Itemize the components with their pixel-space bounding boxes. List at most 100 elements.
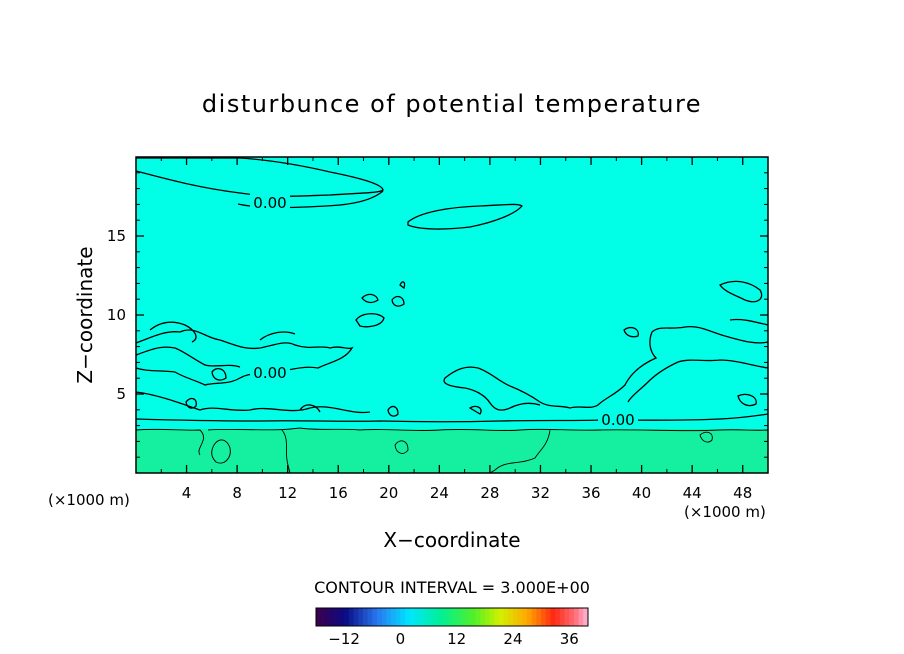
colorbar-cell [358,608,364,626]
colorbar-cell [550,608,556,626]
colorbar-cell [517,608,523,626]
x-tick-label: 44 [683,484,702,502]
colorbar-cell [442,608,448,626]
colorbar-tick-label: 0 [396,630,406,648]
contour-line [468,405,482,415]
contour-line [394,440,409,454]
contour-line [489,429,551,474]
contour-line [135,427,769,456]
contour-line [281,429,291,474]
colorbar-cell [339,608,345,626]
colorbar-cell [475,608,481,626]
chart-title: disturbunce of potential temperature [202,90,702,118]
colorbar-cell [484,608,491,626]
colorbar-cell [400,608,406,626]
contour-line [259,331,296,341]
contour-line [135,329,354,386]
colorbar-cell [414,608,420,626]
field-lower [136,429,768,473]
contour-line [185,397,197,409]
colorbar-cell [423,608,430,626]
colorbar-cell [494,608,500,626]
x-tick-label: 20 [379,484,398,502]
contour-line [361,293,379,304]
colorbar-cell [353,608,359,626]
colorbar-cell [367,608,373,626]
colorbar-cell [480,608,486,626]
contour-line [623,326,639,338]
y-tick-label: 5 [116,385,126,403]
x-tick-label: 24 [430,484,449,502]
colorbar-cell [522,608,528,626]
colorbar-cell [512,608,519,626]
contour-line [391,295,405,307]
colorbar-cell [545,608,551,626]
x-unit-right: (×1000 m) [684,503,766,521]
contour-line [135,413,769,423]
colorbar-cell [503,608,509,626]
contour-line [407,203,523,230]
contour-line [719,280,763,303]
contour-lines [135,157,769,474]
colorbar-cell [569,608,575,626]
contour-line [135,391,371,414]
colorbar-cell [564,608,570,626]
colorbar-cell [527,608,533,626]
colorbar-cell [433,608,439,626]
contour-line [627,359,769,403]
plot-area: 0.00 0.00 0.00 [135,156,769,474]
colorbar-cell [541,608,547,626]
colorbar-cell [456,608,462,626]
contour-line [135,157,384,197]
colorbar-cell [466,608,472,626]
contour-interval-label: CONTOUR INTERVAL = 3.000E+00 [314,578,590,597]
y-axis: 5 10 15 [107,172,768,458]
contour-line [737,393,757,407]
colorbar-cell [409,608,415,626]
x-tick-label: 32 [531,484,550,502]
colorbar-cell [362,608,369,626]
x-tick-label: 16 [329,484,348,502]
colorbar-cell [536,608,542,626]
colorbar-cell [508,608,514,626]
colorbar-cell [461,608,467,626]
contour-line [135,346,241,368]
contour-level-labels: 0.00 0.00 0.00 [250,192,638,429]
x-tick-label: 28 [480,484,499,502]
colorbar-cell [395,608,401,626]
colorbar-cell [578,608,584,626]
x-unit-left: (×1000 m) [48,491,130,509]
colorbar-cell [372,608,378,626]
colorbar-cell [559,608,566,626]
x-tick-label: 48 [733,484,752,502]
colorbar-cell [583,608,589,626]
colorbar-cell [386,608,392,626]
x-tick-label: 4 [182,484,192,502]
contour-line [149,321,197,343]
colorbar-cell [419,608,425,626]
contour-label: 0.00 [601,411,634,429]
colorbar-cell [573,608,580,626]
contour-label: 0.00 [253,194,286,212]
colorbar-cell [348,608,355,626]
colorbar-tick-label: −12 [328,630,360,648]
colorbar-frame [315,607,589,627]
colorbar-cell [391,608,397,626]
colorbar-cell [320,608,326,626]
contour-line [399,281,406,290]
contour-line [387,405,399,417]
contour-line [443,325,769,411]
x-tick-label: 40 [632,484,651,502]
colorbar-tick-label: 36 [560,630,579,648]
contour-line [729,318,769,326]
colorbar-cell [531,608,537,626]
x-tick-label: 8 [232,484,242,502]
colorbar [315,607,589,627]
colorbar-cell [470,608,476,626]
contour-label: 0.00 [253,364,286,382]
contour-line [211,439,231,464]
colorbar-tick-label: 24 [503,630,522,648]
y-axis-label: Z−coordinate [73,246,97,383]
colorbar-cell [330,608,336,626]
